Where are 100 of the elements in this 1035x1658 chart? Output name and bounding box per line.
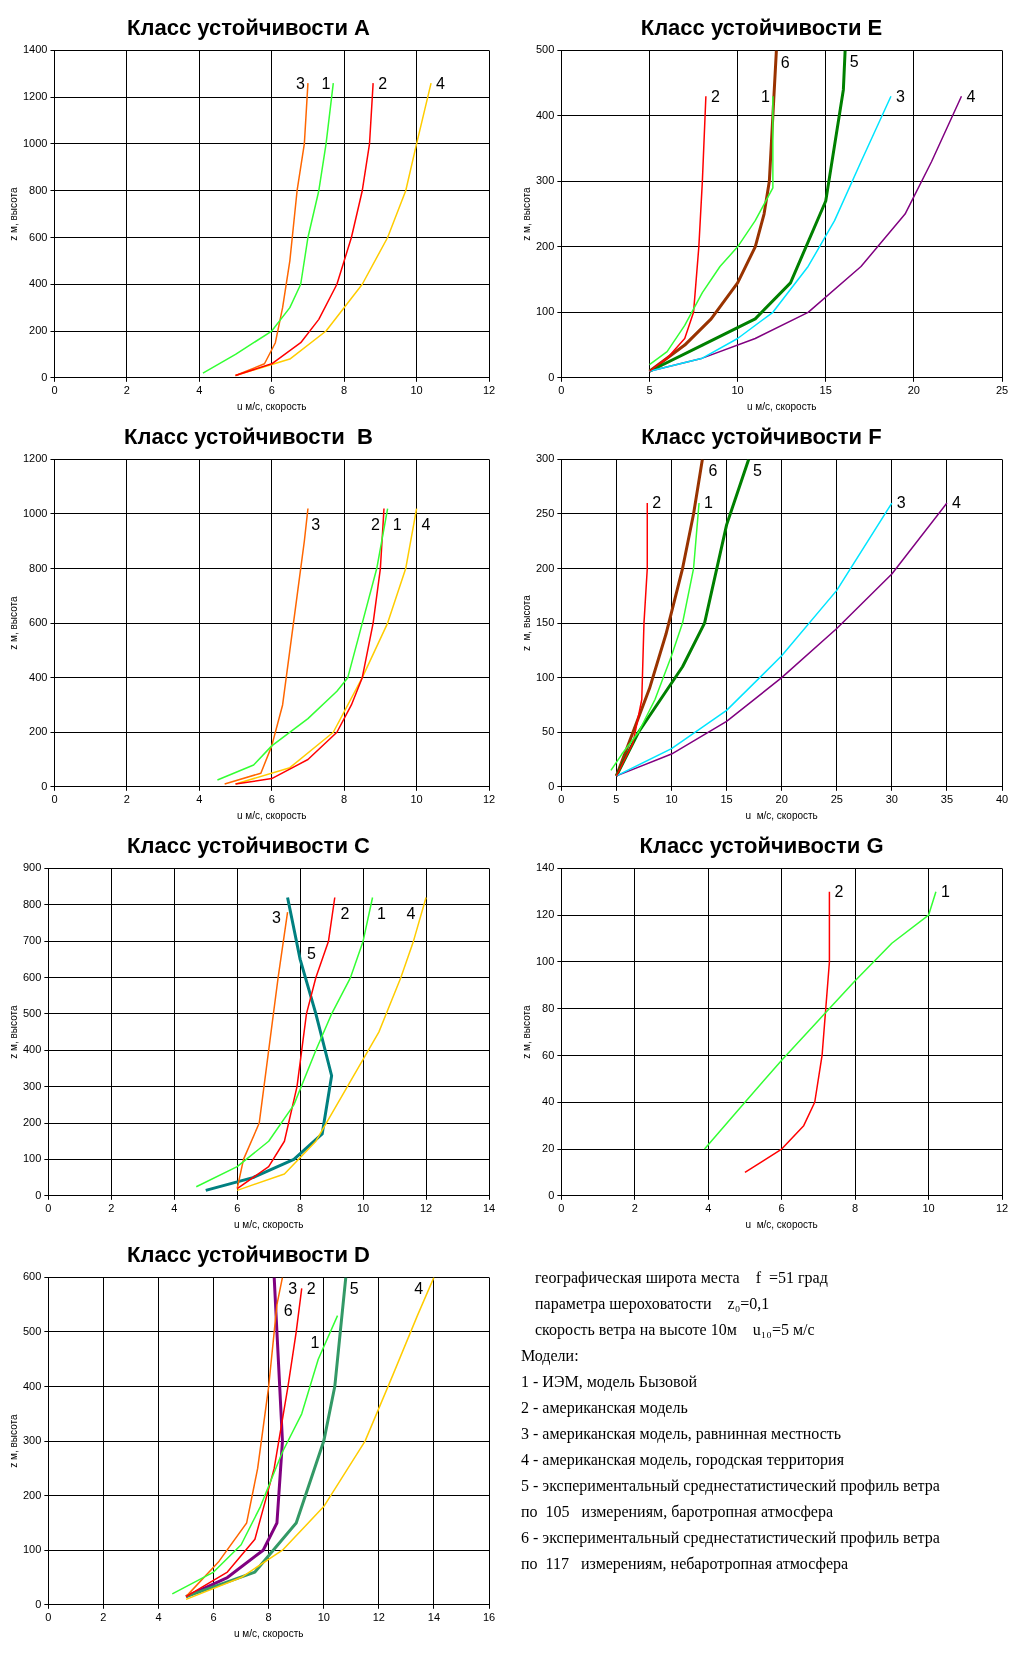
y-tick-label: 500 xyxy=(535,43,555,56)
y-axis-title: z м, высота xyxy=(7,596,19,650)
series-label: 3 xyxy=(311,516,321,534)
text: 4 - американская модель, городская территория xyxy=(521,1450,845,1471)
x-tick-label: 8 xyxy=(341,384,348,397)
x-tick-label: 10 xyxy=(665,793,678,806)
y-tick-label: 700 xyxy=(22,934,42,947)
series-label: 4 xyxy=(406,905,416,923)
series-label: 4 xyxy=(414,1279,424,1297)
text: Модели: xyxy=(521,1346,580,1367)
series-label: 2 xyxy=(340,905,350,923)
y-tick-label: 400 xyxy=(29,670,48,683)
y-axis-title: z м, высота xyxy=(7,1414,19,1468)
text: географическая широта места f =51 град xyxy=(534,1268,829,1289)
x-tick-label: 6 xyxy=(268,793,275,806)
chart-title: Класс устойчивости E xyxy=(640,15,883,41)
y-tick-label: 500 xyxy=(22,1006,42,1019)
chart-title: Класс устойчивости A xyxy=(127,15,371,41)
y-tick-label: 300 xyxy=(535,452,555,465)
x-tick-label: 4 xyxy=(171,1202,178,1215)
y-tick-label: 0 xyxy=(548,370,555,383)
x-tick-label: 30 xyxy=(885,793,898,806)
y-tick-label: 0 xyxy=(41,370,48,383)
x-tick-label: 16 xyxy=(482,1611,496,1624)
y-tick-label: 40 xyxy=(542,1095,555,1108)
y-tick-label: 100 xyxy=(535,954,555,967)
y-tick-label: 0 xyxy=(41,779,48,792)
y-axis-title: z м, высота xyxy=(7,187,19,241)
series-label: 6 xyxy=(283,1301,293,1319)
y-tick-label: 300 xyxy=(22,1434,42,1447)
y-tick-label: 100 xyxy=(535,305,555,318)
y-tick-label: 1000 xyxy=(22,136,48,149)
y-tick-label: 600 xyxy=(29,616,48,629)
y-tick-label: 900 xyxy=(22,861,42,874)
x-tick-label: 10 xyxy=(410,793,423,806)
series-label: 2 xyxy=(652,494,662,512)
y-tick-label: 200 xyxy=(22,1488,42,1501)
y-tick-label: 0 xyxy=(548,779,555,792)
x-tick-label: 0 xyxy=(558,384,565,397)
series-label: 3 xyxy=(895,87,905,105)
x-tick-label: 35 xyxy=(940,793,954,806)
x-axis-title: u м/с, скорость xyxy=(236,400,307,412)
y-tick-label: 400 xyxy=(22,1379,42,1392)
x-tick-label: 12 xyxy=(995,1202,1009,1215)
y-tick-label: 500 xyxy=(22,1325,42,1337)
x-tick-label: 8 xyxy=(852,1202,859,1215)
y-tick-label: 400 xyxy=(29,277,48,290)
y-tick-label: 80 xyxy=(542,1001,555,1014)
series-label: 6 xyxy=(708,461,718,479)
x-tick-label: 10 xyxy=(317,1611,330,1624)
series-label: 1 xyxy=(310,1334,320,1352)
series-label: 1 xyxy=(760,87,770,105)
x-tick-label: 2 xyxy=(108,1202,115,1215)
y-tick-label: 0 xyxy=(35,1188,42,1201)
text: 2 - американская модель xyxy=(521,1398,689,1419)
y-tick-label: 0 xyxy=(35,1597,42,1610)
y-axis-title: z м, высота xyxy=(520,1005,532,1059)
x-axis-title: u м/с, скорость xyxy=(233,1627,304,1639)
y-tick-label: 600 xyxy=(22,970,42,983)
series-label: 1 xyxy=(377,905,386,923)
series-label: 5 xyxy=(307,945,317,963)
x-tick-label: 12 xyxy=(482,384,496,397)
series-label: 5 xyxy=(349,1279,359,1297)
x-tick-label: 6 xyxy=(268,384,275,397)
text: по 105 измерениям, баротропная атмосфера xyxy=(521,1502,835,1523)
y-tick-label: 800 xyxy=(29,561,48,574)
y-tick-label: 0 xyxy=(548,1188,555,1201)
series-label: 1 xyxy=(704,494,714,512)
x-tick-label: 14 xyxy=(482,1202,496,1215)
y-tick-label: 1400 xyxy=(22,43,48,56)
x-tick-label: 6 xyxy=(778,1202,785,1215)
y-tick-label: 50 xyxy=(542,725,555,738)
y-tick-label: 100 xyxy=(535,670,555,683)
x-tick-label: 6 xyxy=(234,1202,241,1215)
series-label: 2 xyxy=(710,87,720,105)
x-tick-label: 0 xyxy=(51,793,58,806)
x-tick-label: 25 xyxy=(830,793,843,806)
series-label: 2 xyxy=(378,74,388,92)
x-tick-label: 4 xyxy=(705,1202,712,1215)
series-label: 5 xyxy=(849,53,859,71)
x-tick-label: 15 xyxy=(819,384,832,397)
y-tick-label: 200 xyxy=(29,324,48,337)
y-tick-label: 800 xyxy=(22,897,42,910)
series-label: 5 xyxy=(752,461,762,479)
x-axis-title: u м/с, скорость xyxy=(233,1218,304,1230)
x-axis-title: u м/с, скорость xyxy=(745,1218,818,1230)
x-tick-label: 2 xyxy=(100,1611,107,1624)
x-tick-label: 2 xyxy=(123,793,130,806)
chart-title: Класс устойчивости G xyxy=(639,833,884,859)
x-tick-label: 0 xyxy=(558,1202,565,1215)
x-tick-label: 8 xyxy=(265,1611,272,1624)
x-tick-label: 12 xyxy=(419,1202,433,1215)
series-label: 1 xyxy=(940,883,950,901)
text: параметра шероховатости z₀=0,1 xyxy=(534,1294,771,1315)
y-tick-label: 100 xyxy=(22,1152,42,1165)
series-label: 1 xyxy=(321,74,331,92)
x-tick-label: 8 xyxy=(341,793,348,806)
x-tick-label: 4 xyxy=(196,793,203,806)
y-tick-label: 60 xyxy=(542,1048,555,1061)
x-tick-label: 6 xyxy=(210,1611,217,1624)
